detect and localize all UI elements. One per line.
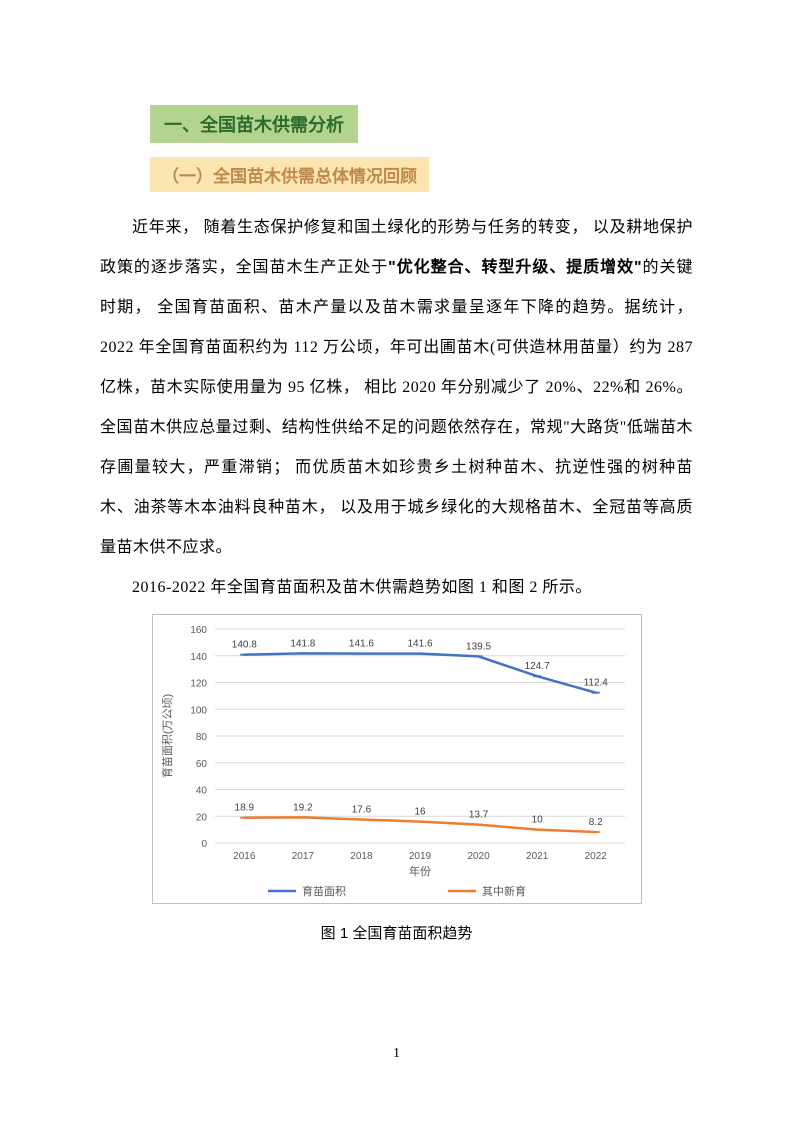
svg-text:140.8: 140.8 <box>231 640 256 651</box>
para-bold: "优化整合、转型升级、提质增效" <box>388 259 642 276</box>
svg-text:112.4: 112.4 <box>583 678 608 689</box>
svg-text:其中新育: 其中新育 <box>482 884 526 898</box>
svg-text:100: 100 <box>190 705 207 716</box>
svg-text:2020: 2020 <box>467 851 490 862</box>
svg-text:2022: 2022 <box>584 851 607 862</box>
svg-text:17.6: 17.6 <box>351 804 371 815</box>
svg-text:60: 60 <box>195 759 207 770</box>
chart-caption: 图 1 全国育苗面积趋势 <box>152 922 642 943</box>
svg-text:19.2: 19.2 <box>293 802 313 813</box>
svg-text:124.7: 124.7 <box>524 661 549 672</box>
svg-text:2021: 2021 <box>526 851 549 862</box>
chart-intro-line: 2016-2022 年全国育苗面积及苗木供需趋势如图 1 和图 2 所示。 <box>100 568 693 608</box>
svg-text:年份: 年份 <box>409 864 431 878</box>
svg-text:10: 10 <box>531 815 543 826</box>
line-chart: 0 20 40 60 80 100 120 140 160 2016 2017 2018 2019 202… <box>153 615 643 905</box>
body-paragraph: 近年来， 随着生态保护修复和国土绿化的形势与任务的转变， 以及耕地保护政策的逐步… <box>100 208 693 568</box>
svg-text:2018: 2018 <box>350 851 373 862</box>
svg-text:140: 140 <box>190 652 207 663</box>
svg-text:育苗面积: 育苗面积 <box>302 884 346 898</box>
svg-text:139.5: 139.5 <box>466 641 491 652</box>
svg-text:育苗面积(万公顷): 育苗面积(万公顷) <box>160 694 174 778</box>
svg-text:2017: 2017 <box>291 851 314 862</box>
svg-text:2019: 2019 <box>408 851 431 862</box>
svg-text:2016: 2016 <box>233 851 256 862</box>
para-text-b: 的关键时期， 全国育苗面积、苗木产量以及苗木需求量呈逐年下降的趋势。据统计， 2… <box>100 259 693 556</box>
chart-frame: 0 20 40 60 80 100 120 140 160 2016 2017 2018 2019 202… <box>152 614 642 904</box>
svg-text:16: 16 <box>414 807 426 818</box>
svg-text:120: 120 <box>190 679 207 690</box>
svg-text:141.6: 141.6 <box>348 639 373 650</box>
svg-text:160: 160 <box>190 625 207 636</box>
svg-text:18.9: 18.9 <box>234 803 254 814</box>
heading-1: 一、全国苗木供需分析 <box>150 105 358 143</box>
svg-text:8.2: 8.2 <box>588 817 602 828</box>
svg-text:0: 0 <box>201 839 207 850</box>
svg-text:141.8: 141.8 <box>290 638 315 649</box>
svg-text:20: 20 <box>195 812 207 823</box>
chart-container: 0 20 40 60 80 100 120 140 160 2016 2017 2018 2019 202… <box>152 614 642 943</box>
page-number: 1 <box>0 1046 793 1062</box>
heading-2: （一）全国苗木供需总体情况回顾 <box>150 157 429 192</box>
svg-text:13.7: 13.7 <box>468 810 488 821</box>
svg-text:80: 80 <box>195 732 207 743</box>
svg-text:40: 40 <box>195 786 207 797</box>
svg-text:141.6: 141.6 <box>407 639 432 650</box>
